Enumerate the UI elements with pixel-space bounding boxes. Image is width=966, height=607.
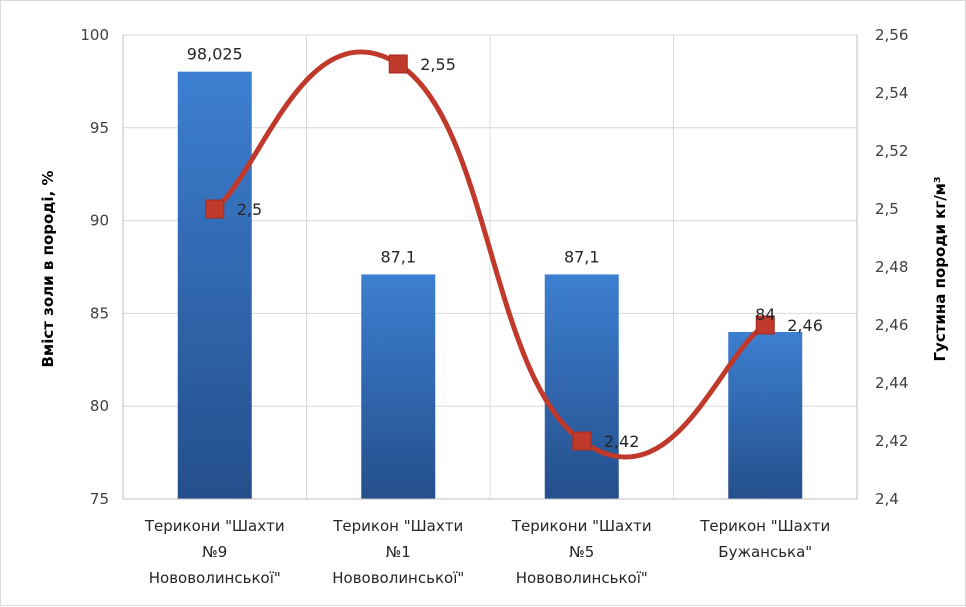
x-category-label-line: Терикон "Шахти [332, 517, 463, 535]
line-series [205, 49, 775, 460]
x-category-label-line: Нововолинської" [516, 569, 648, 587]
y-tick-label-right: 2,46 [875, 316, 908, 334]
y-tick-label-left: 95 [90, 119, 109, 137]
y-axis-title-left: Вміст золи в породі, % [39, 170, 57, 367]
x-category-label-line: №9 [202, 543, 227, 561]
x-category-label-line: Терикони "Шахти [511, 517, 652, 535]
line-marker [388, 54, 408, 74]
x-category-label: Терикони "Шахти №5 Нововолинської" [511, 517, 652, 587]
y-tick-label-right: 2,54 [875, 84, 908, 102]
y-tick-label-right: 2,56 [875, 26, 908, 44]
y-tick-label-left: 100 [80, 26, 109, 44]
x-category-label: Терикон "Шахти №1 Нововолинської" [332, 517, 464, 587]
y-tick-label-left: 85 [90, 304, 109, 322]
bar-data-label: 87,1 [380, 247, 416, 266]
y-tick-label-right: 2,52 [875, 142, 908, 160]
line-marker [755, 315, 775, 335]
x-category-label-line: Нововолинської" [149, 569, 281, 587]
line-data-label: 2,42 [604, 432, 640, 451]
bar [361, 274, 436, 499]
bar-data-label: 87,1 [564, 247, 600, 266]
line-marker [572, 431, 592, 451]
y-tick-label-right: 2,42 [875, 432, 908, 450]
y-tick-label-left: 90 [90, 212, 109, 230]
x-category-label: Терикони "Шахти №9 Нововолинської" [144, 517, 285, 587]
data-labels: 98,025 87,1 87,1 84 2,5 2,55 2,42 2,46 [187, 45, 823, 451]
line-marker [205, 199, 225, 219]
y-tick-label-left: 80 [90, 397, 109, 415]
line-data-label: 2,5 [237, 200, 262, 219]
bar [728, 331, 803, 499]
y-tick-label-right: 2,5 [875, 200, 899, 218]
bar [177, 71, 252, 499]
y-tick-label-right: 2,48 [875, 258, 908, 276]
axes: 75 80 85 90 95 100 2,4 2,42 2,44 2,46 2,48 2,5 2,52 2… [80, 26, 908, 587]
y-tick-label-left: 75 [90, 490, 109, 508]
x-category-label-line: Бужанська" [718, 543, 812, 561]
bar [544, 274, 619, 499]
x-category-label-line: №5 [569, 543, 594, 561]
y-tick-label-right: 2,44 [875, 374, 908, 392]
x-category-label-line: Терикони "Шахти [144, 517, 285, 535]
bar-data-label: 98,025 [187, 45, 243, 64]
y-axis-title-right: Густина породи кг/м³ [931, 176, 949, 361]
bar-data-label: 84 [755, 305, 775, 324]
x-category-label-line: №1 [386, 543, 411, 561]
x-category-label: Терикон "Шахти Бужанська" [699, 517, 830, 561]
line-data-label: 2,55 [420, 55, 456, 74]
x-category-label-line: Нововолинської" [332, 569, 464, 587]
y-tick-label-right: 2,4 [875, 490, 899, 508]
bar-series [177, 71, 803, 499]
line-path [212, 49, 768, 460]
x-category-label-line: Терикон "Шахти [699, 517, 830, 535]
line-data-label: 2,46 [787, 316, 823, 335]
